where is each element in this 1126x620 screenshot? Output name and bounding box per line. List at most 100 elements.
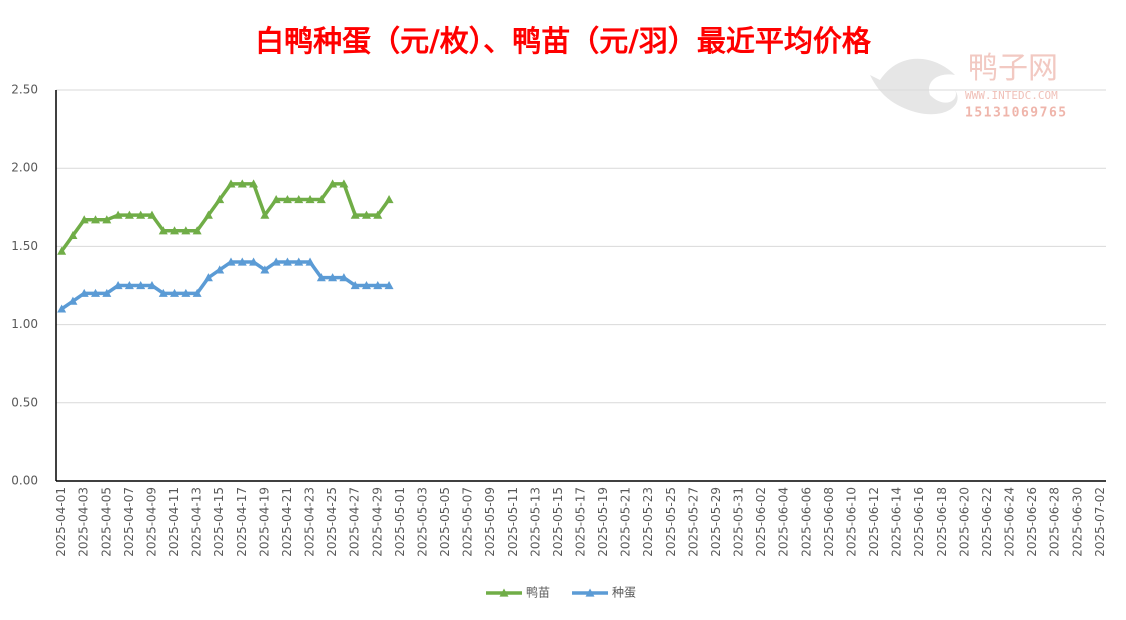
x-tick-label: 2025-05-05 bbox=[438, 487, 452, 557]
series-marker bbox=[271, 194, 281, 204]
series-marker bbox=[215, 265, 225, 274]
x-tick-label: 2025-05-29 bbox=[709, 487, 723, 557]
series-marker bbox=[294, 194, 304, 204]
series-marker bbox=[249, 257, 259, 266]
series-line bbox=[60, 182, 391, 253]
x-tick-label: 2025-05-13 bbox=[528, 487, 542, 557]
x-tick-label: 2025-06-06 bbox=[799, 487, 813, 557]
y-tick-label: 1.50 bbox=[11, 239, 38, 253]
x-tick-label: 2025-05-27 bbox=[686, 487, 700, 557]
x-tick-label: 2025-05-31 bbox=[732, 487, 746, 557]
x-tick-label: 2025-05-21 bbox=[619, 487, 633, 557]
x-tick-label: 2025-06-14 bbox=[890, 487, 904, 557]
series-marker bbox=[373, 210, 383, 219]
legend-label: 种蛋 bbox=[612, 586, 636, 600]
x-tick-label: 2025-06-02 bbox=[754, 487, 768, 557]
series-marker bbox=[237, 257, 247, 266]
x-tick-label: 2025-04-19 bbox=[257, 487, 271, 557]
x-tick-label: 2025-05-15 bbox=[551, 487, 565, 557]
x-tick-label: 2025-05-23 bbox=[641, 487, 655, 557]
series-marker bbox=[237, 179, 247, 188]
series-marker bbox=[68, 296, 78, 305]
series-marker bbox=[350, 281, 360, 290]
y-tick-label: 2.00 bbox=[11, 161, 38, 175]
y-tick-label: 0.00 bbox=[11, 474, 38, 488]
series-marker bbox=[79, 288, 89, 297]
x-tick-label: 2025-05-25 bbox=[664, 487, 678, 557]
x-tick-label: 2025-06-10 bbox=[844, 487, 858, 557]
series-marker bbox=[361, 210, 371, 219]
x-tick-label: 2025-04-23 bbox=[303, 487, 317, 557]
series-marker bbox=[102, 288, 112, 297]
x-tick-label: 2025-04-05 bbox=[99, 487, 113, 557]
x-tick-label: 2025-04-03 bbox=[77, 487, 91, 557]
x-tick-label: 2025-05-03 bbox=[415, 487, 429, 557]
x-tick-label: 2025-05-07 bbox=[461, 487, 475, 557]
series-marker bbox=[147, 210, 157, 219]
x-tick-label: 2025-06-22 bbox=[980, 487, 994, 557]
series-marker bbox=[316, 194, 326, 204]
series-marker bbox=[305, 194, 315, 204]
y-tick-label: 2.50 bbox=[11, 83, 38, 97]
x-tick-label: 2025-06-04 bbox=[777, 487, 791, 557]
series-marker bbox=[181, 226, 191, 235]
x-tick-label: 2025-06-16 bbox=[912, 487, 926, 557]
series-marker bbox=[57, 304, 67, 313]
x-tick-label: 2025-05-19 bbox=[596, 487, 610, 557]
x-tick-label: 2025-04-29 bbox=[370, 487, 384, 557]
series-marker bbox=[170, 288, 180, 297]
x-tick-label: 2025-06-26 bbox=[1025, 487, 1039, 557]
series-marker bbox=[68, 230, 78, 240]
series-marker bbox=[203, 273, 213, 282]
series-marker bbox=[384, 281, 394, 290]
series-marker bbox=[305, 257, 315, 266]
x-tick-label: 2025-06-24 bbox=[1003, 487, 1017, 557]
series-marker bbox=[373, 281, 383, 290]
x-tick-label: 2025-05-11 bbox=[506, 487, 520, 557]
x-tick-label: 2025-04-15 bbox=[212, 487, 226, 557]
watermark-phone: 15131069765 bbox=[965, 106, 1068, 121]
series-marker bbox=[158, 288, 168, 297]
series-marker bbox=[136, 281, 146, 290]
chart-title: 白鸭种蛋（元/枚）、鸭苗（元/羽）最近平均价格 bbox=[255, 24, 872, 58]
x-tick-label: 2025-06-08 bbox=[822, 487, 836, 557]
series-marker bbox=[339, 179, 349, 188]
series-marker bbox=[339, 273, 349, 282]
series-marker bbox=[113, 210, 123, 219]
x-tick-label: 2025-04-07 bbox=[122, 487, 136, 557]
series-marker bbox=[384, 194, 394, 204]
x-tick-label: 2025-04-11 bbox=[167, 487, 181, 557]
series-marker bbox=[124, 210, 134, 219]
series-marker bbox=[203, 210, 213, 219]
watermark-name: 鸭子网 bbox=[968, 51, 1058, 86]
legend-label: 鸭苗 bbox=[526, 586, 550, 600]
series-marker bbox=[192, 288, 202, 297]
series-marker bbox=[249, 179, 259, 188]
series-marker bbox=[294, 257, 304, 266]
x-tick-label: 2025-04-21 bbox=[280, 487, 294, 557]
series-marker bbox=[57, 246, 67, 255]
series-marker bbox=[124, 281, 134, 290]
series-marker bbox=[113, 281, 123, 290]
series-marker bbox=[316, 273, 326, 282]
x-tick-label: 2025-04-09 bbox=[144, 487, 158, 557]
series-marker bbox=[282, 257, 292, 266]
watermark-logo bbox=[870, 58, 958, 115]
x-tick-label: 2025-05-09 bbox=[483, 487, 497, 557]
series-line bbox=[60, 260, 390, 311]
series-marker bbox=[79, 215, 89, 224]
series-marker bbox=[328, 179, 338, 188]
x-tick-label: 2025-06-12 bbox=[867, 487, 881, 557]
x-tick-label: 2025-04-25 bbox=[325, 487, 339, 557]
series-marker bbox=[136, 210, 146, 219]
watermark: 鸭子网 WWW.INTEDC.COM 15131069765 bbox=[870, 51, 1068, 121]
legend-marker bbox=[499, 588, 509, 597]
y-tick-label: 1.00 bbox=[11, 317, 38, 331]
x-tick-label: 2025-04-13 bbox=[190, 487, 204, 557]
x-tick-label: 2025-04-27 bbox=[348, 487, 362, 557]
legend-marker bbox=[585, 588, 595, 597]
series-marker bbox=[271, 257, 281, 266]
series-marker bbox=[181, 288, 191, 297]
series-marker bbox=[350, 210, 360, 219]
